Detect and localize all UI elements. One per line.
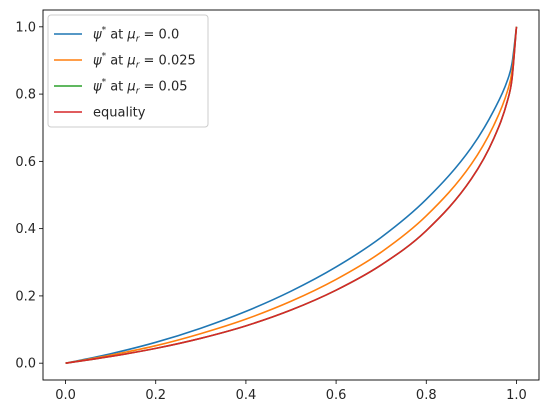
axis-layer: 0.0 0.2 0.4 0.6 0.8 1.0 0.0 0.2 0.4 0.6 0.8 1.0	[15, 20, 526, 403]
y-tick-label: 0.6	[15, 155, 36, 170]
plot-frame	[42, 9, 540, 381]
x-tick-label: 0.0	[55, 388, 76, 403]
series-layer	[65, 26, 518, 364]
legend-box	[47, 14, 209, 128]
x-tick-label: 0.2	[145, 388, 166, 403]
series-line-2	[65, 26, 518, 364]
x-tick-label: 0.4	[236, 388, 257, 403]
y-tick-label: 0.2	[15, 289, 36, 304]
legend-label-4: equality	[93, 106, 146, 121]
x-tick-label: 1.0	[506, 388, 527, 403]
legend-label-2: ψ* at μr = 0.025	[93, 52, 196, 71]
series-line-4	[65, 26, 518, 364]
y-tick-label: 1.0	[15, 20, 36, 35]
y-tick-label: 0.4	[15, 222, 36, 237]
series-line-1	[65, 26, 518, 364]
x-tick-label: 0.6	[326, 388, 347, 403]
legend-label-3: ψ* at μr = 0.05	[93, 78, 188, 97]
y-tick-label: 0.0	[15, 357, 36, 372]
y-tick-label: 0.8	[15, 88, 36, 103]
legend-label-1: ψ* at μr = 0.0	[93, 26, 179, 45]
x-tick-label: 0.8	[416, 388, 437, 403]
legend: ψ* at μr = 0.0 ψ* at μr = 0.025 ψ* at μr =…	[47, 14, 209, 128]
